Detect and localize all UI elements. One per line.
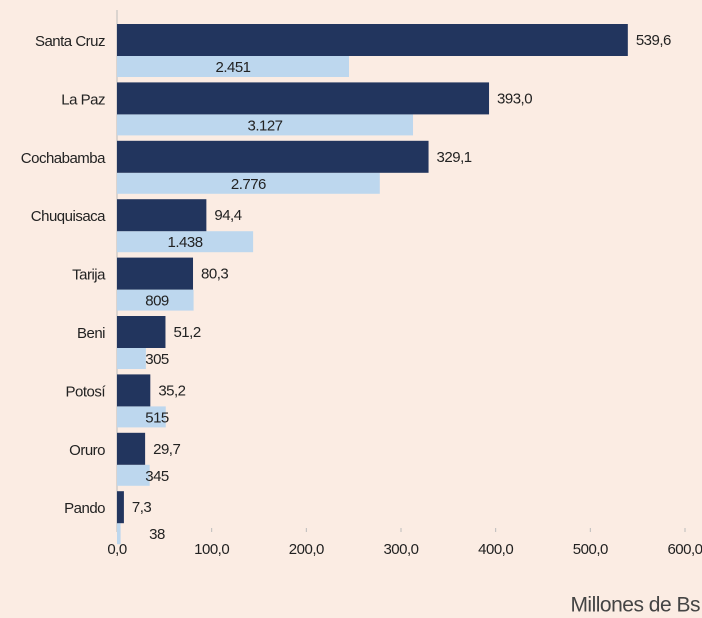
x-tick-label: 300,0: [383, 541, 418, 558]
y-tick-label: Pando: [64, 500, 105, 517]
bar: [117, 82, 490, 115]
value-label: 539,6: [636, 32, 671, 49]
bar: [117, 114, 414, 136]
y-tick-label: Santa Cruz: [35, 33, 105, 50]
value-label: 29,7: [153, 441, 180, 458]
value-label: 94,4: [214, 207, 241, 224]
x-tick-label: 100,0: [194, 541, 229, 558]
bar: [117, 316, 166, 348]
bar: [117, 406, 166, 428]
bar: [117, 348, 146, 369]
value-label: 38: [149, 526, 165, 543]
x-tick-label: 500,0: [573, 541, 608, 558]
value-label: 393,0: [497, 90, 532, 107]
y-tick-label: Oruro: [69, 442, 105, 459]
x-axis-label: Millones de Bs: [570, 594, 700, 617]
value-label: 809: [145, 293, 169, 310]
y-tick-label: Potosí: [65, 383, 106, 400]
y-tick-label: Tarija: [72, 267, 106, 284]
value-label: 7,3: [132, 499, 152, 516]
bar: [117, 464, 150, 486]
x-tick-label: 0,0: [107, 541, 127, 558]
x-tick-label: 200,0: [289, 541, 324, 558]
bar: [117, 56, 350, 77]
y-tick-label: Cochabamba: [21, 150, 106, 167]
bar: [117, 432, 146, 465]
bar: [117, 374, 151, 407]
bar: [117, 491, 124, 524]
bar: [117, 523, 121, 545]
y-tick-label: Beni: [77, 325, 105, 342]
value-label: 35,2: [158, 382, 185, 399]
bar: [117, 172, 380, 194]
bar: [117, 140, 429, 173]
value-label: 51,2: [173, 324, 200, 341]
value-label: 1.438: [168, 234, 203, 251]
bar: [117, 199, 207, 232]
bar: [117, 231, 254, 253]
value-label: 3.127: [247, 117, 282, 134]
bar: [117, 289, 194, 311]
y-tick-label: Chuquisaca: [31, 208, 106, 225]
value-label: 305: [145, 351, 169, 368]
value-label: 345: [145, 468, 169, 485]
x-tick-label: 400,0: [478, 541, 513, 558]
bar: [117, 257, 194, 290]
value-label: 2.451: [215, 59, 250, 76]
bar: [117, 24, 628, 56]
y-tick-label: La Paz: [61, 91, 105, 108]
value-label: 515: [145, 409, 169, 426]
value-label: 2.776: [231, 176, 266, 193]
x-tick-label: 600,0: [667, 541, 702, 558]
value-label: 329,1: [437, 149, 472, 166]
value-label: 80,3: [201, 266, 228, 283]
